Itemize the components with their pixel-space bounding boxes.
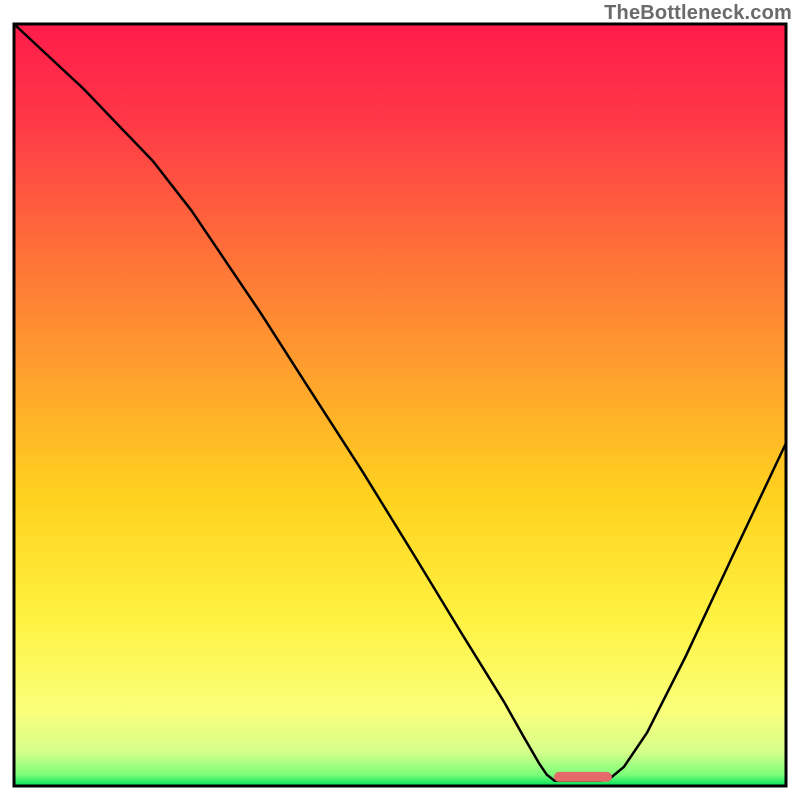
- chart-svg: [0, 0, 800, 800]
- optimal-marker: [554, 772, 612, 782]
- watermark-text: TheBottleneck.com: [604, 2, 792, 25]
- bottleneck-chart: TheBottleneck.com: [0, 0, 800, 800]
